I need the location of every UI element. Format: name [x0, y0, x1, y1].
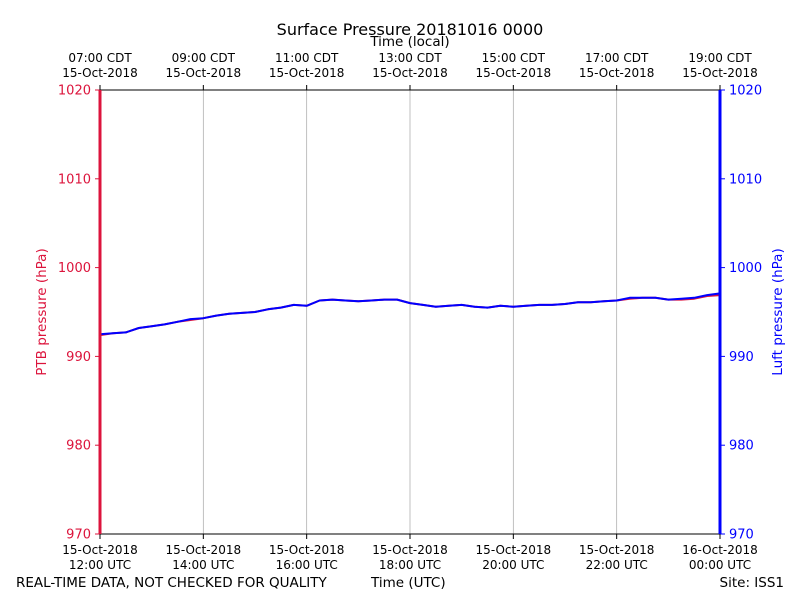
top-x-tick-date: 15-Oct-2018	[62, 66, 138, 80]
luft-pressure-line	[99, 292, 721, 336]
bottom-x-tick-date: 15-Oct-2018	[579, 543, 655, 557]
right-y-tick-label: 1000	[729, 261, 762, 276]
left-y-axis-label: PTB pressure (hPa)	[34, 248, 50, 375]
top-x-tick-date: 15-Oct-2018	[476, 66, 552, 80]
bottom-x-tick-date: 15-Oct-2018	[269, 543, 345, 557]
right-y-axis-label: Luft pressure (hPa)	[770, 248, 786, 375]
left-y-tick-label: 980	[66, 439, 91, 454]
top-x-tick-time: 09:00 CDT	[172, 51, 236, 65]
top-x-tick-time: 07:00 CDT	[68, 51, 132, 65]
top-x-tick-date: 15-Oct-2018	[166, 66, 242, 80]
top-x-tick-time: 11:00 CDT	[275, 51, 339, 65]
top-x-tick-date: 15-Oct-2018	[372, 66, 448, 80]
top-x-tick-time: 19:00 CDT	[688, 51, 752, 65]
top-x-tick-time: 15:00 CDT	[482, 51, 546, 65]
left-y-tick-label: 1020	[58, 84, 91, 99]
right-y-tick-label: 1020	[729, 84, 762, 99]
chart-title: Surface Pressure 20181016 0000	[276, 20, 544, 39]
bottom-x-tick-time: 00:00 UTC	[689, 558, 751, 572]
bottom-x-tick-date: 16-Oct-2018	[682, 543, 758, 557]
right-y-tick-label: 970	[729, 528, 754, 543]
bottom-x-tick-date: 15-Oct-2018	[166, 543, 242, 557]
bottom-x-tick-date: 15-Oct-2018	[372, 543, 448, 557]
right-y-tick-label: 1010	[729, 172, 762, 187]
x-axis-label: Time (UTC)	[371, 575, 446, 591]
bottom-x-tick-time: 12:00 UTC	[69, 558, 131, 572]
quality-note: REAL-TIME DATA, NOT CHECKED FOR QUALITY	[16, 575, 327, 591]
right-y-tick-label: 980	[729, 439, 754, 454]
top-x-axis-label: Time (local)	[370, 34, 450, 50]
bottom-x-tick-time: 16:00 UTC	[276, 558, 338, 572]
top-x-tick-date: 15-Oct-2018	[682, 66, 758, 80]
top-x-tick-date: 15-Oct-2018	[579, 66, 655, 80]
left-y-tick-label: 990	[66, 350, 91, 365]
site-label: Site: ISS1	[719, 575, 784, 591]
top-x-tick-time: 17:00 CDT	[585, 51, 649, 65]
bottom-x-tick-time: 20:00 UTC	[482, 558, 544, 572]
top-x-tick-date: 15-Oct-2018	[269, 66, 345, 80]
left-y-tick-label: 1010	[58, 172, 91, 187]
bottom-x-tick-time: 14:00 UTC	[172, 558, 234, 572]
left-y-tick-label: 970	[66, 528, 91, 543]
bottom-x-tick-time: 22:00 UTC	[586, 558, 648, 572]
top-x-tick-time: 13:00 CDT	[378, 51, 442, 65]
right-y-tick-label: 990	[729, 350, 754, 365]
left-y-tick-label: 1000	[58, 261, 91, 276]
bottom-x-tick-date: 15-Oct-2018	[476, 543, 552, 557]
bottom-x-tick-time: 18:00 UTC	[379, 558, 441, 572]
bottom-x-tick-date: 15-Oct-2018	[62, 543, 138, 557]
